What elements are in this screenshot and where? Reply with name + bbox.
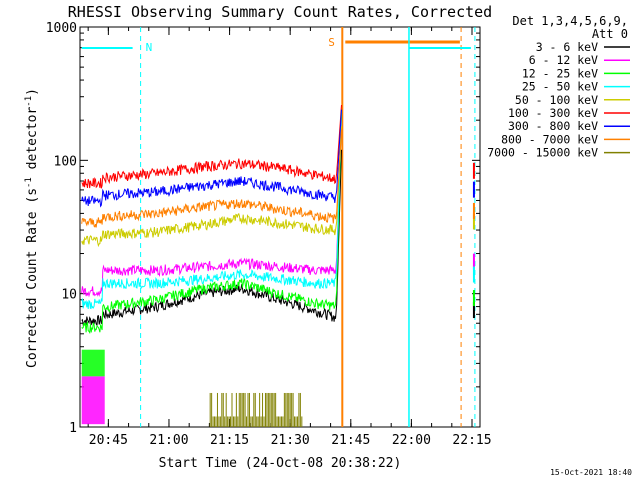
series-line xyxy=(81,120,342,298)
series-line xyxy=(81,112,342,335)
series-line xyxy=(81,149,342,327)
x-tick-label-0: 20:45 xyxy=(89,433,128,448)
series-2 xyxy=(81,112,475,335)
x-tick-label-4: 21:45 xyxy=(331,433,370,448)
series-7 xyxy=(81,129,475,228)
legend-label-1: 6 - 12 keV xyxy=(529,53,598,67)
series-line xyxy=(81,104,342,189)
legend-label-8: 7000 - 15000 keV xyxy=(487,146,598,160)
legend-label-2: 12 - 25 keV xyxy=(522,66,598,80)
legend-label-7: 800 - 7000 keV xyxy=(501,132,598,146)
legend-header-line1: Det 1,3,4,5,6,9, xyxy=(512,14,628,28)
series-line xyxy=(81,109,342,310)
chart-title: RHESSI Observing Summary Count Rates, Co… xyxy=(68,3,492,21)
series-line xyxy=(81,109,342,208)
series-line xyxy=(81,126,342,248)
x-tick-label-5: 22:00 xyxy=(392,433,431,448)
y-axis-label-main: Corrected Count Rate (s xyxy=(25,188,40,368)
y-tick-label-1: 10 xyxy=(61,288,77,303)
legend-label-5: 100 - 300 keV xyxy=(508,106,598,120)
x-tick-label-3: 21:30 xyxy=(271,433,310,448)
y-tick-label-2: 100 xyxy=(54,154,77,169)
y-axis-label-sup2: -1 xyxy=(24,96,34,107)
legend-label-6: 300 - 800 keV xyxy=(508,119,598,133)
footer-date: 15-Oct-2021 18:40 xyxy=(550,468,632,477)
y-axis-label-sup1: -1 xyxy=(24,177,34,188)
x-tick-label-6: 22:15 xyxy=(452,433,491,448)
series-6 xyxy=(81,109,475,208)
axes-group: 1 10 100 1000 20:45 21:00 21:15 21:30 21:45 22:00… xyxy=(46,21,492,448)
y-tick-label-0: 1 xyxy=(69,421,77,436)
y-axis-label: Corrected Count Rate (s-1 detector-1) xyxy=(24,88,40,368)
x-tick-label-1: 21:00 xyxy=(149,433,188,448)
night-marker-label: N xyxy=(146,41,153,54)
low-count-block-magenta xyxy=(81,376,105,425)
legend-label-4: 50 - 100 keV xyxy=(515,93,598,107)
series-line xyxy=(81,129,342,228)
series-5 xyxy=(81,104,475,189)
legend-header-line2: Att 0 xyxy=(592,27,628,41)
x-axis-label: Start Time (24-Oct-08 20:38:22) xyxy=(159,456,402,471)
legend-label-0: 3 - 6 keV xyxy=(536,40,598,54)
saa-marker-label: S xyxy=(328,36,335,49)
legend-label-3: 25 - 50 keV xyxy=(522,80,598,94)
series-8 xyxy=(209,392,303,427)
y-tick-label-3: 1000 xyxy=(46,21,77,36)
series-3 xyxy=(81,109,475,310)
x-tick-label-2: 21:15 xyxy=(210,433,249,448)
low-count-block-green xyxy=(81,349,105,377)
y-axis-label-mid: detector xyxy=(25,107,40,178)
y-axis-label-end: ) xyxy=(25,88,40,96)
